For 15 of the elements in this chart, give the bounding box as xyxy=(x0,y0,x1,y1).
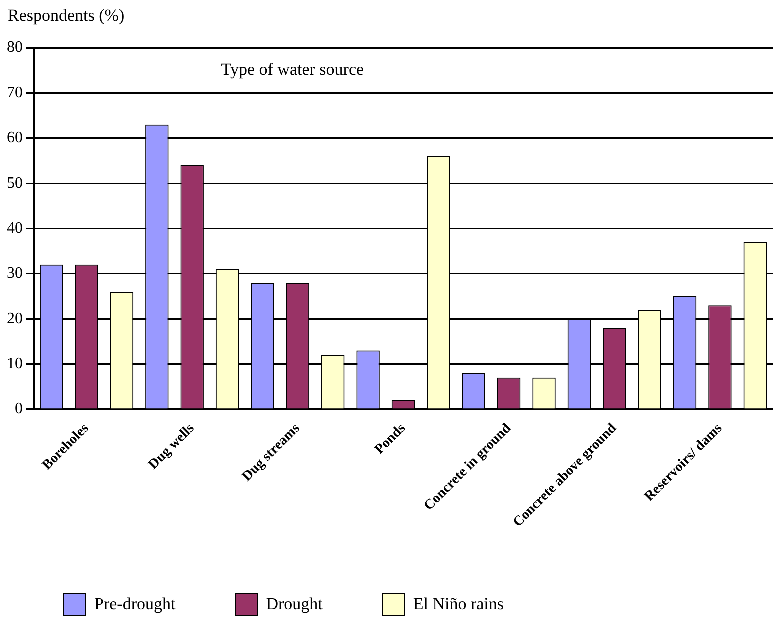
y-tick-label: 20 xyxy=(7,310,23,328)
y-tick-label: 80 xyxy=(7,39,23,56)
text: Type of water source xyxy=(221,60,364,80)
y-tick-label: 30 xyxy=(7,265,23,282)
y-axis-title: Respondents (%) xyxy=(8,6,125,25)
y-tick-label: 60 xyxy=(7,130,23,147)
legend-label: El Niño rains xyxy=(413,594,504,614)
x-tick-label: Dug wells xyxy=(146,420,198,473)
y-tick-label: 10 xyxy=(7,356,23,373)
y-tick-label: 40 xyxy=(7,220,23,237)
y-tick-label: 50 xyxy=(7,174,23,192)
legend-label: Pre-drought xyxy=(94,594,176,614)
y-tick-label: 70 xyxy=(7,84,23,102)
y-tick-label: 0 xyxy=(15,400,23,418)
legend-label: Drought xyxy=(266,594,324,614)
